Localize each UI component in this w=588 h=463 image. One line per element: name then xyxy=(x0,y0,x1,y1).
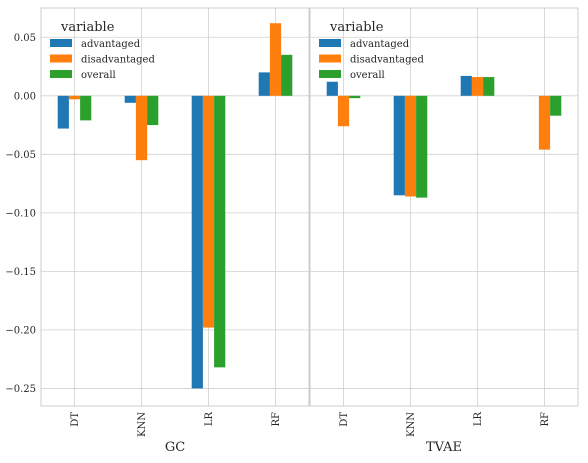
y-tick-label: 0.00 xyxy=(14,91,36,102)
bar-disadvantaged-knn xyxy=(135,95,148,161)
y-tick-label: −0.15 xyxy=(5,267,36,278)
bar-advantaged-knn xyxy=(124,95,136,103)
bar-overall-dt xyxy=(80,95,92,121)
bar-overall-knn xyxy=(416,95,428,198)
legend-label: overall xyxy=(350,70,385,81)
legend-label: advantaged xyxy=(350,39,410,50)
legend-swatch-overall xyxy=(50,70,72,78)
x-axis-label: TVAE xyxy=(426,440,462,455)
bar-overall-knn xyxy=(147,95,159,126)
legend-swatch-advantaged xyxy=(50,39,72,47)
bar-disadvantaged-rf xyxy=(269,23,282,96)
plot-area xyxy=(41,8,309,406)
bar-advantaged-knn xyxy=(393,95,405,196)
legend-label: advantaged xyxy=(81,39,141,50)
plot-area xyxy=(310,8,578,406)
bar-disadvantaged-lr xyxy=(202,95,215,328)
legend-swatch-disadvantaged xyxy=(319,54,341,63)
x-tick-label: DT xyxy=(339,412,350,427)
panel-tvae: DT KNN LR RF TVAE variable advantaged disadvant… xyxy=(309,7,579,455)
bar-advantaged-dt xyxy=(57,95,69,129)
legend-swatch-disadvantaged xyxy=(50,54,72,63)
bar-disadvantaged-dt xyxy=(68,95,81,100)
y-tick-label: −0.10 xyxy=(5,208,36,219)
y-tick-label: −0.25 xyxy=(5,384,36,395)
plot-frame xyxy=(40,7,310,407)
legend-swatch-overall xyxy=(319,70,341,78)
x-axis-label: GC xyxy=(165,440,185,455)
legend: variable advantaged disadvantaged overall xyxy=(319,20,424,81)
x-tick-label: DT xyxy=(70,412,81,427)
panel-gc: 0.05 0.00 −0.05 −0.10 −0.15 −0.20 −0.25 DT KNN LR… xyxy=(5,7,310,455)
legend-label: disadvantaged xyxy=(81,55,155,66)
bar-overall-lr xyxy=(483,77,495,96)
legend-label: disadvantaged xyxy=(350,55,424,66)
bar-advantaged-lr xyxy=(460,75,472,96)
x-tick-label: LR xyxy=(473,412,484,427)
y-tick-label: −0.20 xyxy=(5,325,36,336)
bar-overall-dt xyxy=(349,95,361,99)
bar-disadvantaged-rf xyxy=(538,95,551,150)
bar-advantaged-rf xyxy=(258,72,270,96)
bar-overall-rf xyxy=(281,54,293,96)
legend-title: variable xyxy=(329,20,384,35)
legend-label: overall xyxy=(81,70,116,81)
x-tick-label: RF xyxy=(271,412,282,427)
bar-advantaged-lr xyxy=(191,95,203,389)
y-tick-label: 0.05 xyxy=(14,33,36,44)
x-tick-label: KNN xyxy=(137,412,148,437)
legend-title: variable xyxy=(60,20,115,35)
legend-swatch-advantaged xyxy=(319,39,341,47)
bar-overall-lr xyxy=(214,95,226,368)
bar-disadvantaged-dt xyxy=(337,95,350,127)
x-tick-label: LR xyxy=(204,412,215,427)
bar-overall-rf xyxy=(550,95,562,116)
bar-disadvantaged-knn xyxy=(404,95,417,197)
bar-disadvantaged-lr xyxy=(471,77,484,96)
x-tick-label: RF xyxy=(540,412,551,427)
x-tick-label: KNN xyxy=(406,412,417,437)
y-tick-label: −0.05 xyxy=(5,150,36,161)
plot-frame xyxy=(309,7,579,407)
legend: variable advantaged disadvantaged overall xyxy=(50,20,155,81)
bar-advantaged-dt xyxy=(326,81,338,96)
